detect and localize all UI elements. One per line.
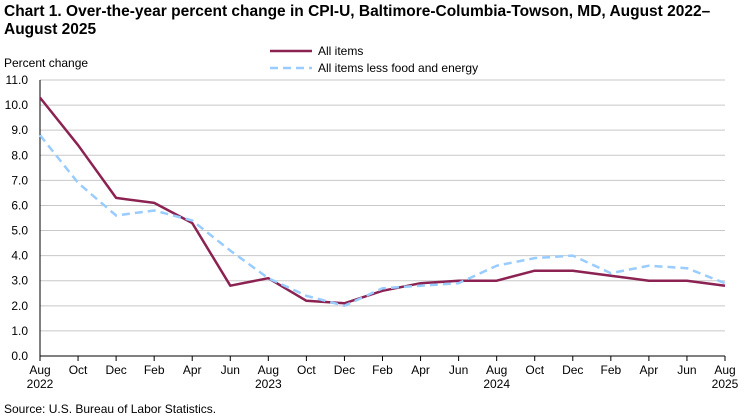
- y-tick-label: 2.0: [11, 299, 28, 313]
- y-axis-label: Percent change: [4, 56, 88, 70]
- data-point: [531, 267, 539, 275]
- x-tick-label: Apr: [183, 363, 202, 377]
- x-tick-label: Aug: [714, 363, 735, 377]
- data-point: [264, 274, 272, 282]
- x-tick-label: Jun: [677, 363, 696, 377]
- x-tick-label: Feb: [600, 363, 621, 377]
- y-tick-label: 3.0: [11, 274, 28, 288]
- x-tick-label: Dec: [334, 363, 355, 377]
- data-point: [150, 206, 158, 214]
- data-point: [455, 279, 463, 287]
- data-point: [36, 94, 44, 102]
- x-tick-year-label: 2024: [483, 377, 510, 391]
- legend-label: All items: [318, 44, 363, 58]
- y-tick-label: 7.0: [11, 173, 28, 187]
- data-point: [569, 267, 577, 275]
- x-tick-label: Dec: [562, 363, 583, 377]
- data-point: [150, 199, 158, 207]
- x-tick-label: Jun: [449, 363, 468, 377]
- y-tick-label: 0.0: [11, 349, 28, 363]
- data-point: [683, 264, 691, 272]
- x-tick-label: Jun: [221, 363, 240, 377]
- x-tick-label: Feb: [372, 363, 393, 377]
- data-point: [226, 247, 234, 255]
- x-tick-label: Dec: [105, 363, 126, 377]
- x-tick-label: Aug: [29, 363, 50, 377]
- x-tick-label: Aug: [486, 363, 507, 377]
- source-note: Source: U.S. Bureau of Labor Statistics.: [4, 402, 217, 416]
- data-point: [417, 282, 425, 290]
- data-point: [74, 141, 82, 149]
- y-tick-label: 4.0: [11, 249, 28, 263]
- y-tick-label: 10.0: [5, 98, 29, 112]
- x-tick-year-label: 2022: [27, 377, 54, 391]
- x-tick-label: Oct: [297, 363, 316, 377]
- legend-label: All items less food and energy: [318, 61, 478, 75]
- chart-title: Chart 1. Over-the-year percent change in…: [4, 3, 711, 38]
- y-tick-label: 6.0: [11, 198, 28, 212]
- data-point: [721, 279, 729, 287]
- x-tick-label: Oct: [525, 363, 544, 377]
- x-tick-label: Feb: [144, 363, 165, 377]
- y-tick-label: 11.0: [6, 73, 29, 87]
- data-point: [112, 194, 120, 202]
- y-tick-label: 5.0: [11, 224, 28, 238]
- data-point: [340, 302, 348, 310]
- data-point: [531, 254, 539, 262]
- data-point: [302, 292, 310, 300]
- x-tick-year-label: 2023: [255, 377, 282, 391]
- series-line-all-items: [39, 96, 726, 305]
- data-point: [379, 284, 387, 292]
- data-point: [493, 262, 501, 270]
- data-point: [74, 179, 82, 187]
- y-tick-label: 1.0: [11, 324, 28, 338]
- data-point: [493, 277, 501, 285]
- data-point: [36, 131, 44, 139]
- y-tick-label: 9.0: [11, 123, 28, 137]
- x-tick-year-label: 2025: [712, 377, 739, 391]
- data-point: [569, 252, 577, 260]
- data-point: [607, 269, 615, 277]
- x-tick-label: Apr: [411, 363, 430, 377]
- data-point: [226, 282, 234, 290]
- x-tick-label: Oct: [69, 363, 88, 377]
- data-point: [683, 277, 691, 285]
- data-point: [645, 277, 653, 285]
- data-point: [645, 262, 653, 270]
- data-point: [112, 211, 120, 219]
- series-line-core: [39, 134, 726, 308]
- x-tick-label: Apr: [640, 363, 659, 377]
- data-point: [188, 217, 196, 225]
- x-tick-label: Aug: [258, 363, 279, 377]
- y-tick-label: 8.0: [11, 148, 28, 162]
